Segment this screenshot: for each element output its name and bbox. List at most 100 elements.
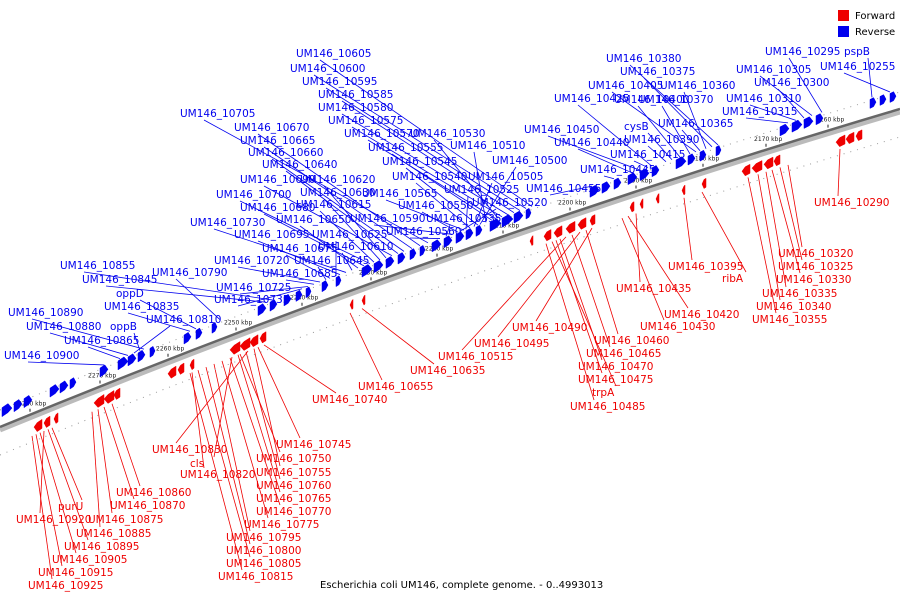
legend-forward-swatch bbox=[838, 10, 849, 21]
tick-label: 2160 kbp bbox=[816, 117, 844, 124]
reverse-gene-label: UM146_10890 bbox=[8, 307, 83, 319]
reverse-gene-label: UM146_10540 bbox=[392, 171, 467, 183]
forward-label-leader bbox=[205, 366, 251, 545]
reverse-gene-arrow bbox=[879, 94, 887, 106]
reverse-gene-label: UM146_10255 bbox=[820, 61, 895, 73]
forward-gene-arrow bbox=[177, 362, 185, 375]
reverse-gene-arrow bbox=[127, 353, 137, 367]
forward-gene-arrow bbox=[553, 225, 563, 238]
reverse-gene-label: UM146_10600 bbox=[290, 63, 365, 75]
forward-gene-arrow bbox=[589, 214, 596, 226]
reverse-gene-arrow bbox=[601, 181, 611, 194]
forward-label-leader bbox=[535, 227, 593, 322]
reverse-gene-label: UM146_10510 bbox=[450, 140, 525, 152]
forward-label-leader bbox=[103, 406, 135, 500]
forward-gene-arrow bbox=[249, 334, 259, 348]
reverse-gene-label: UM146_10560 bbox=[386, 226, 461, 238]
reverse-gene-label: UM146_10380 bbox=[606, 53, 681, 65]
reverse-gene-label: UM146_10685 bbox=[262, 268, 337, 280]
reverse-gene-arrow bbox=[211, 321, 218, 334]
reverse-gene-label: UM146_10580 bbox=[318, 102, 393, 114]
forward-label-leader bbox=[627, 215, 689, 309]
reverse-gene-arrow bbox=[117, 356, 129, 371]
reverse-gene-label: UM146_10520 bbox=[472, 197, 547, 209]
forward-label-leader bbox=[253, 348, 281, 467]
reverse-gene-label: UM146_10630 bbox=[300, 187, 375, 199]
reverse-gene-arrow bbox=[59, 380, 69, 394]
reverse-gene-label: UM146_10310 bbox=[726, 93, 801, 105]
reverse-gene-arrow bbox=[149, 345, 156, 358]
label-leader-lines bbox=[27, 57, 891, 580]
figure-caption: Escherichia coli UM146, complete genome.… bbox=[320, 580, 603, 591]
reverse-label-leader bbox=[239, 286, 309, 295]
reverse-label-leader bbox=[473, 151, 487, 223]
reverse-label-leader bbox=[867, 57, 873, 98]
reverse-gene-label: UM146_10665 bbox=[240, 135, 315, 147]
reverse-label-leader bbox=[317, 266, 327, 281]
reverse-gene-label: UM146_10585 bbox=[318, 89, 393, 101]
reverse-label-leader bbox=[299, 225, 359, 269]
reverse-gene-arrow bbox=[501, 214, 514, 228]
reverse-gene-arrow bbox=[869, 97, 877, 109]
reverse-gene-arrow bbox=[465, 228, 474, 241]
reverse-label-leader bbox=[341, 113, 509, 216]
reverse-gene-arrow bbox=[397, 252, 406, 265]
forward-gene-arrow bbox=[577, 217, 587, 230]
reverse-label-leader bbox=[647, 132, 673, 160]
forward-gene-label: UM146_10895 bbox=[64, 541, 139, 553]
forward-label-leader bbox=[51, 427, 83, 501]
reverse-label-leader bbox=[319, 210, 375, 263]
reverse-gene-label: UM146_10440 bbox=[554, 137, 629, 149]
reverse-label-leader bbox=[263, 146, 413, 249]
forward-gene-arrow bbox=[529, 235, 534, 247]
forward-gene-arrow bbox=[845, 131, 855, 144]
forward-label-leader bbox=[747, 177, 777, 314]
reverse-label-leader bbox=[367, 139, 497, 220]
forward-gene-label: UM146_10330 bbox=[776, 274, 851, 286]
reverse-gene-label: UM146_10425 bbox=[554, 93, 629, 105]
reverse-label-leader bbox=[759, 75, 813, 116]
forward-gene-label: UM146_10355 bbox=[752, 314, 827, 326]
reverse-gene-label: UM146_10865 bbox=[64, 335, 139, 347]
forward-label-leader bbox=[257, 347, 301, 439]
forward-gene-label: UM146_10290 bbox=[814, 197, 889, 209]
reverse-gene-label: UM146_10700 bbox=[216, 189, 291, 201]
reverse-label-leader bbox=[445, 224, 451, 237]
reverse-gene-arrow bbox=[99, 364, 109, 378]
reverse-gene-label: UM146_10455 bbox=[526, 183, 601, 195]
reverse-label-leader bbox=[391, 153, 493, 221]
forward-gene-label: UM146_10515 bbox=[438, 351, 513, 363]
forward-gene-label: UM146_10760 bbox=[256, 480, 331, 492]
reverse-label-leader bbox=[237, 288, 303, 307]
forward-gene-arrow bbox=[229, 341, 241, 355]
reverse-gene-arrow bbox=[589, 184, 600, 198]
reverse-label-leader bbox=[83, 271, 273, 301]
reverse-gene-label: UM146_10625 bbox=[312, 229, 387, 241]
reverse-gene-arrow bbox=[475, 224, 483, 237]
forward-label-leader bbox=[237, 354, 281, 493]
reverse-label-leader bbox=[749, 104, 797, 121]
forward-gene-label: UM146_10775 bbox=[244, 519, 319, 531]
reverse-label-leader bbox=[661, 105, 691, 155]
forward-label-leader bbox=[461, 236, 567, 351]
forward-gene-label: UM146_10495 bbox=[474, 338, 549, 350]
reverse-gene-arrow bbox=[183, 331, 192, 345]
reverse-label-leader bbox=[788, 57, 823, 113]
reverse-gene-arrow bbox=[321, 280, 329, 293]
tick-label: 2220 kbp bbox=[425, 246, 453, 253]
forward-gene-label: trpA bbox=[592, 387, 615, 399]
forward-label-leader bbox=[787, 164, 803, 248]
forward-label-leader bbox=[245, 351, 281, 480]
forward-label-leader bbox=[229, 357, 281, 506]
forward-gene-arrow bbox=[639, 198, 644, 210]
tick-label: 2270 kbp bbox=[88, 373, 116, 380]
gene-labels: pspBUM146_10255UM146_10295UM146_10305UM1… bbox=[4, 46, 895, 592]
forward-gene-label: UM146_10335 bbox=[762, 288, 837, 300]
reverse-gene-label: UM146_10305 bbox=[736, 64, 811, 76]
reverse-label-leader bbox=[285, 170, 399, 254]
reverse-gene-label: UM146_10365 bbox=[658, 118, 733, 130]
forward-gene-label: UM146_10420 bbox=[664, 309, 739, 321]
forward-gene-label: UM146_10765 bbox=[256, 493, 331, 505]
reverse-gene-arrow bbox=[257, 303, 267, 317]
